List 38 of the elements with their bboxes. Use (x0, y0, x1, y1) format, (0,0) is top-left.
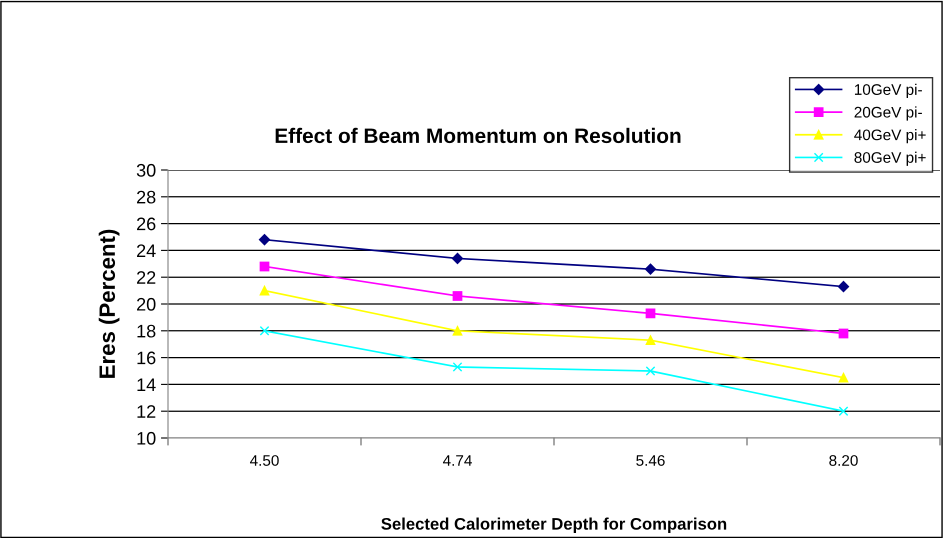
point (260, 262, 270, 272)
point (646, 335, 656, 346)
x-tick-label: 8.20 (829, 455, 858, 466)
y-tick-label: 28 (137, 190, 156, 204)
x-tick-label: 4.50 (250, 455, 279, 466)
x-axis-title: Selected Calorimeter Depth for Comparison (381, 518, 726, 534)
point (838, 406, 848, 416)
point (260, 326, 270, 336)
y-tick-label: 20 (137, 298, 156, 311)
y-axis-title: Eres (Percent) (98, 230, 120, 378)
legend-label: 10GeV pi- (854, 84, 922, 98)
y-tick-label: 14 (137, 378, 156, 391)
y-tick-label: 10 (137, 432, 156, 445)
point (452, 326, 462, 336)
chart-title: Effect of Beam Momentum on Resolution (276, 128, 680, 144)
point (646, 308, 656, 318)
y-tick-label: 26 (137, 218, 156, 230)
x-tick-label: 4.74 (442, 455, 472, 466)
point (644, 264, 656, 275)
y-tick-label: 12 (137, 405, 156, 418)
point (452, 252, 464, 264)
y-tick-label: 18 (137, 324, 156, 338)
point (452, 291, 462, 301)
point (452, 362, 462, 372)
point (838, 328, 848, 338)
y-tick-label: 24 (137, 244, 156, 257)
legend-label: 80GeV pi+ (854, 152, 926, 166)
legend-label: 20GeV pi- (854, 106, 922, 121)
point (646, 366, 656, 376)
y-tick-label: 16 (137, 352, 156, 364)
point (258, 234, 270, 246)
legend-label: 40GeV pi+ (854, 129, 926, 144)
point (260, 286, 270, 296)
y-tick-label: 30 (136, 164, 156, 177)
x-tick-label: 5.46 (636, 455, 665, 466)
point (838, 280, 850, 292)
point (838, 372, 848, 383)
y-tick-label: 22 (137, 271, 156, 284)
